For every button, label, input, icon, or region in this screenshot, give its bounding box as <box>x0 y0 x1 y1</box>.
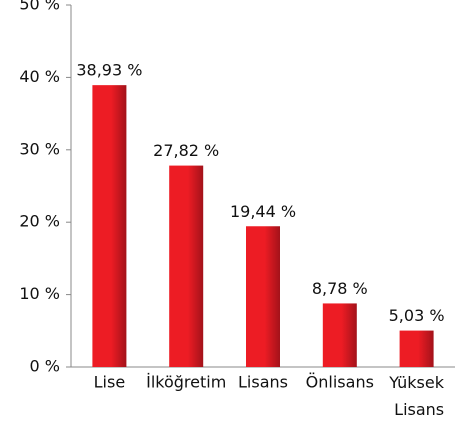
value-label: 8,78 % <box>312 279 368 298</box>
bar <box>322 303 357 367</box>
y-tick-label: 40 % <box>19 67 60 86</box>
x-tick-label: İlköğretim <box>146 373 226 392</box>
y-tick-label: 30 % <box>19 139 60 158</box>
x-tick-label: Lise <box>94 373 126 392</box>
value-label: 19,44 % <box>230 202 296 221</box>
value-label: 27,82 % <box>153 141 219 160</box>
bar <box>399 330 434 367</box>
x-tick-label: Önlisans <box>306 373 374 392</box>
y-tick-label: 10 % <box>19 284 60 303</box>
x-tick-label: Yüksek Lisans <box>388 373 445 419</box>
y-tick-label: 0 % <box>30 357 60 376</box>
x-tick-label: Lisans <box>238 373 288 392</box>
value-label: 38,93 % <box>76 61 142 80</box>
bar <box>169 165 204 367</box>
y-tick-label: 20 % <box>19 212 60 231</box>
bar <box>246 226 280 367</box>
bar <box>92 85 127 368</box>
y-tick-label: 50 % <box>19 0 60 14</box>
value-label: 5,03 % <box>389 306 445 325</box>
